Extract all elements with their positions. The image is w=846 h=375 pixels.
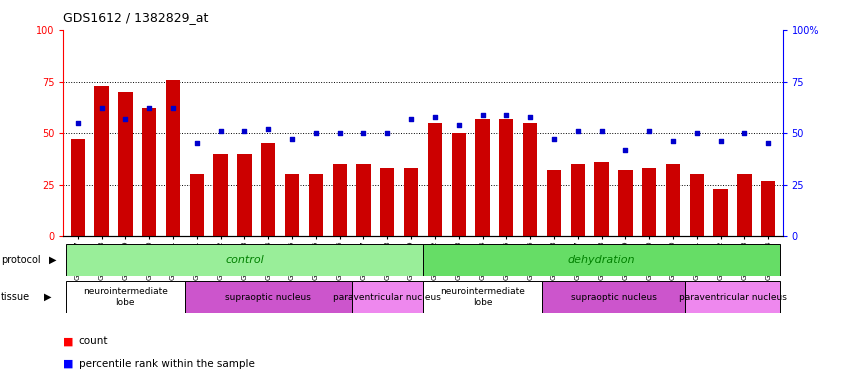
Bar: [166, 80, 180, 236]
Bar: [423, 244, 780, 276]
Bar: [499, 118, 514, 236]
Bar: [380, 168, 394, 236]
Point: [475, 112, 489, 118]
Bar: [452, 133, 466, 236]
Bar: [332, 164, 347, 236]
Text: percentile rank within the sample: percentile rank within the sample: [79, 359, 255, 369]
Text: ■: ■: [63, 336, 74, 346]
Text: count: count: [79, 336, 108, 346]
Point: [452, 122, 465, 128]
Bar: [523, 123, 537, 236]
Text: control: control: [225, 255, 264, 265]
Bar: [547, 170, 561, 236]
Bar: [356, 164, 371, 236]
Text: neurointermediate
lobe: neurointermediate lobe: [440, 288, 525, 307]
Point: [166, 105, 179, 111]
Text: supraoptic nucleus: supraoptic nucleus: [225, 292, 311, 302]
Bar: [66, 244, 423, 276]
Point: [142, 105, 156, 111]
Point: [428, 114, 442, 120]
Point: [571, 128, 585, 134]
Bar: [66, 281, 185, 313]
Text: dehydration: dehydration: [568, 255, 635, 265]
Bar: [666, 164, 680, 236]
Bar: [542, 281, 685, 313]
Bar: [352, 281, 423, 313]
Bar: [642, 168, 656, 236]
Point: [357, 130, 371, 136]
Point: [238, 128, 251, 134]
Point: [524, 114, 537, 120]
Bar: [571, 164, 585, 236]
Bar: [185, 281, 352, 313]
Bar: [428, 123, 442, 236]
Point: [285, 136, 299, 142]
Text: neurointermediate
lobe: neurointermediate lobe: [83, 288, 168, 307]
Bar: [309, 174, 323, 236]
Point: [214, 128, 228, 134]
Bar: [738, 174, 751, 236]
Point: [190, 141, 204, 147]
Bar: [95, 86, 108, 236]
Bar: [285, 174, 299, 236]
Point: [547, 136, 561, 142]
Bar: [761, 181, 776, 236]
Bar: [70, 140, 85, 236]
Text: ▶: ▶: [44, 292, 52, 302]
Bar: [475, 118, 490, 236]
Point: [500, 112, 514, 118]
Point: [761, 141, 775, 147]
Text: ■: ■: [63, 359, 74, 369]
Point: [618, 147, 632, 153]
Bar: [618, 170, 633, 236]
Bar: [595, 162, 609, 236]
Point: [642, 128, 656, 134]
Point: [714, 138, 728, 144]
Text: supraoptic nucleus: supraoptic nucleus: [570, 292, 656, 302]
Point: [690, 130, 704, 136]
Text: tissue: tissue: [1, 292, 30, 302]
Point: [71, 120, 85, 126]
Text: ▶: ▶: [49, 255, 57, 265]
Bar: [261, 144, 275, 236]
Point: [332, 130, 346, 136]
Text: protocol: protocol: [1, 255, 41, 265]
Point: [595, 128, 608, 134]
Point: [667, 138, 680, 144]
Point: [309, 130, 322, 136]
Point: [95, 105, 108, 111]
Text: paraventricular nucleus: paraventricular nucleus: [678, 292, 787, 302]
Point: [261, 126, 275, 132]
Bar: [142, 108, 157, 236]
Bar: [713, 189, 728, 236]
Text: paraventricular nucleus: paraventricular nucleus: [333, 292, 442, 302]
Point: [118, 116, 132, 122]
Point: [381, 130, 394, 136]
Point: [738, 130, 751, 136]
Bar: [685, 281, 780, 313]
Point: [404, 116, 418, 122]
Bar: [689, 174, 704, 236]
Bar: [423, 281, 542, 313]
Text: GDS1612 / 1382829_at: GDS1612 / 1382829_at: [63, 11, 209, 24]
Bar: [213, 154, 228, 236]
Bar: [237, 154, 251, 236]
Bar: [190, 174, 204, 236]
Bar: [404, 168, 418, 236]
Bar: [118, 92, 133, 236]
